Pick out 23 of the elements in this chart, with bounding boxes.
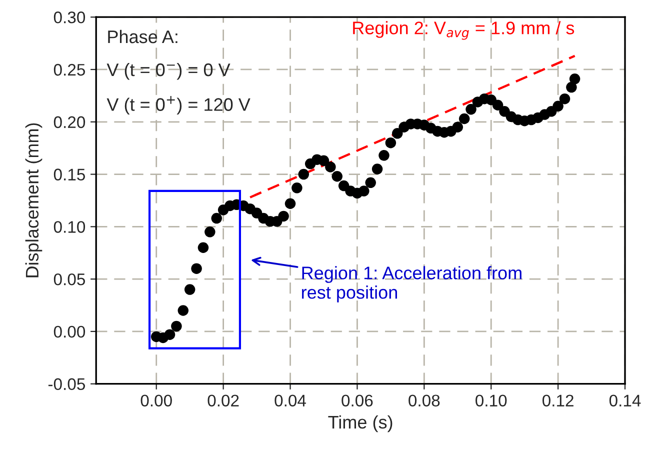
annotation: Phase A: — [108, 30, 178, 44]
y-tick-label: 0.00 — [54, 326, 86, 338]
annotation: V (t = 0$^{+}$) = 120 V — [106, 96, 250, 115]
annotation: Region 1: Acceleration from rest position — [302, 266, 522, 302]
x-tick-label: 0.00 — [140, 394, 172, 407]
y-tick-label: 0.05 — [54, 273, 85, 286]
y-tick-label: 0.15 — [54, 168, 85, 180]
x-tick-label: 0.08 — [408, 394, 440, 407]
y-tick-label: 0.10 — [54, 221, 86, 233]
x-axis-title: Time (s) — [328, 415, 392, 432]
x-tick-label: 0.10 — [476, 394, 507, 407]
x-tick-label: 0.12 — [542, 394, 574, 407]
y-tick-label: 0.30 — [54, 12, 86, 24]
series-label: Region 2: V$_{avg}$ = 1.9 mm / s — [353, 21, 574, 40]
x-tick-label: 0.04 — [274, 394, 306, 407]
y-tick-label: 0.25 — [54, 64, 85, 76]
x-tick-label: 0.02 — [208, 394, 239, 407]
y-tick-label: 0.20 — [54, 116, 86, 128]
y-axis-title: Displacement (mm) — [25, 123, 42, 278]
y-tick-label: -0.05 — [48, 378, 85, 390]
x-tick-label: 0.06 — [342, 394, 373, 407]
x-tick-label: 0.14 — [609, 394, 641, 407]
annotation: V (t = 0$^{−}$) = 0 V — [106, 62, 230, 80]
